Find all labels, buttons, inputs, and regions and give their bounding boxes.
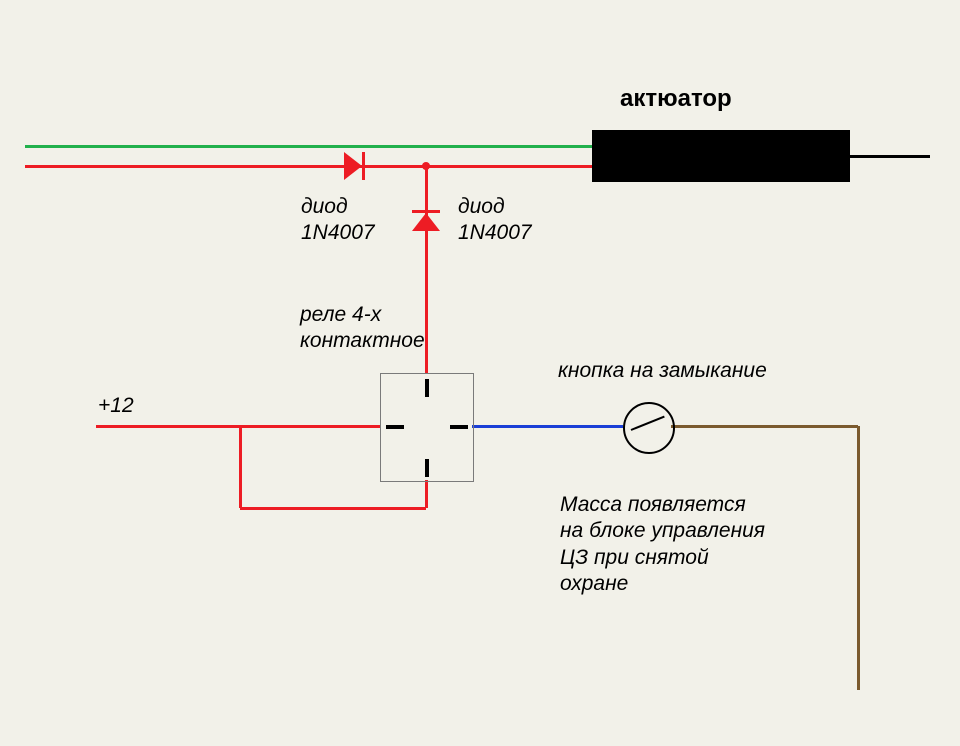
junction-node [422, 162, 430, 170]
relay-4pin [380, 373, 474, 482]
label-relay: реле 4-х контактное [300, 302, 425, 355]
relay-pin-right [450, 425, 468, 429]
label-button: кнопка на замыкание [558, 358, 767, 384]
wire-red-up [425, 480, 428, 508]
wire-brown-vertical [857, 426, 860, 690]
label-plus12: +12 [98, 393, 134, 419]
push-button-switch [623, 402, 675, 454]
label-diode-right: диод 1N4007 [458, 194, 532, 247]
label-actuator: актюатор [620, 84, 732, 114]
relay-pin-bottom [425, 459, 429, 477]
wire-red-drop [239, 426, 242, 508]
wire-red-bottom [240, 507, 426, 510]
relay-pin-top [425, 379, 429, 397]
wire-green-top [25, 145, 592, 148]
label-ground-note: Масса появляется на блоке управления ЦЗ … [560, 492, 765, 597]
label-diode-left: диод 1N4007 [301, 194, 375, 247]
actuator-lead [850, 155, 930, 158]
wire-red-top [25, 165, 592, 168]
diode-1n4007-vertical [412, 210, 440, 238]
relay-pin-left [386, 425, 404, 429]
diode-1n4007-horizontal [344, 152, 372, 180]
actuator-block [592, 130, 850, 182]
wire-red-vertical [425, 166, 428, 373]
wire-brown-horizontal [671, 425, 858, 428]
wire-blue [472, 425, 623, 428]
